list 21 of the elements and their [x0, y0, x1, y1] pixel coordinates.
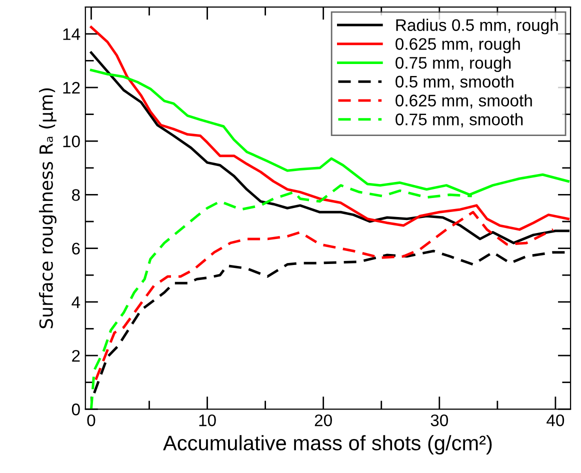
x-axis-title: Accumulative mass of shots (g/cm²) [163, 435, 492, 455]
y-tick-label: 8 [72, 189, 80, 201]
y-tick-label: 10 [63, 136, 80, 148]
legend-label: 0.75 mm, rough [396, 56, 511, 72]
x-tick-label: 40 [546, 414, 564, 426]
x-tick-label: 30 [430, 414, 448, 426]
legend-label: 0.625 mm, rough [396, 38, 520, 54]
legend-label: 0.625 mm, smooth [396, 94, 532, 108]
legend-label: Radius 0.5 mm, rough [396, 18, 558, 34]
x-tick-label: 20 [314, 414, 332, 426]
y-tick-label: 2 [72, 350, 80, 362]
x-tick-label: 10 [199, 414, 216, 426]
y-tick-label: 0 [72, 404, 80, 416]
y-tick-label: 4 [72, 296, 80, 308]
y-axis-title: Surface roughness Rₐ (μm) [38, 88, 56, 328]
y-tick-label: 6 [72, 242, 80, 255]
y-tick-label: 14 [63, 28, 80, 40]
x-tick-label: 0 [87, 414, 96, 426]
y-tick-label: 12 [63, 82, 80, 94]
legend-label: 0.5 mm, smooth [396, 75, 514, 90]
legend-label: 0.75 mm, smooth [396, 113, 523, 128]
